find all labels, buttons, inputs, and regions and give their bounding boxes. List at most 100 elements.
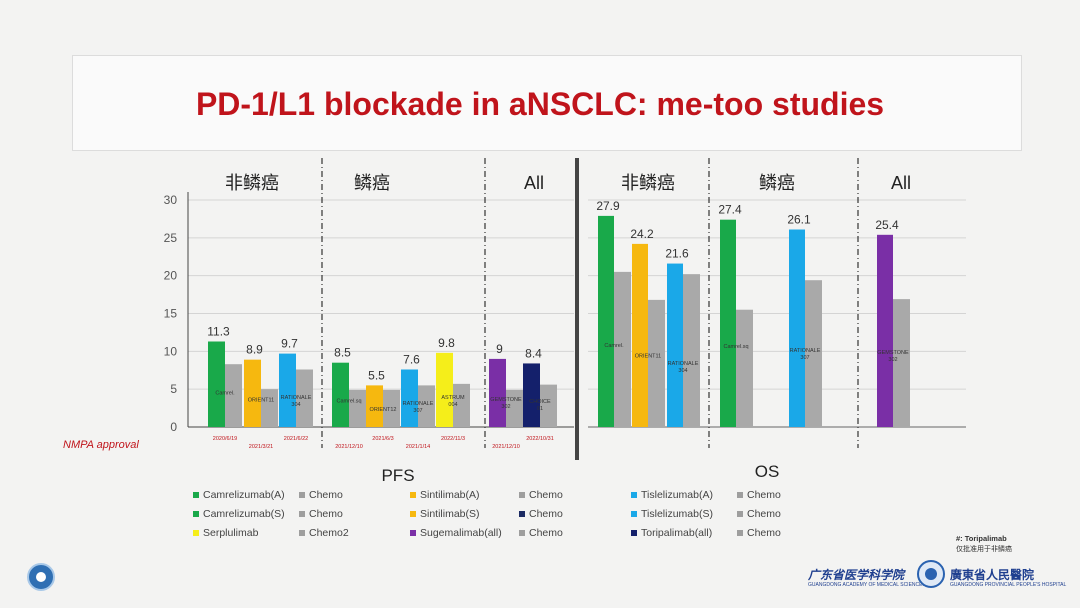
toripalimab-note-sub: 仅批准用于非鳞癌 [956, 546, 1012, 553]
bar-study-label: 307 [800, 355, 809, 361]
y-tick-label: 20 [164, 269, 178, 283]
bar-study-label: Camrel.sq [723, 344, 748, 350]
bar-study-label: RATIONALE [281, 395, 312, 401]
bar-drug [366, 385, 383, 427]
bar-chemo [418, 385, 435, 427]
legend-label: Chemo [309, 508, 343, 520]
legend-swatch [299, 492, 305, 499]
legend-swatch [519, 492, 525, 499]
group-header: 鳞癌 [354, 173, 390, 193]
bar-study-label: CHOICE [529, 399, 551, 405]
legend-label: Chemo2 [309, 527, 349, 539]
bar-chemo [614, 271, 631, 427]
bar-study-label: 304 [678, 368, 687, 374]
legend-swatch [193, 492, 199, 499]
toripalimab-footnote: #: Toripalimab 仅批准用于非鳞癌 [956, 534, 1012, 555]
legend-label: Camrelizumab(A) [203, 489, 285, 501]
bar-chemo [683, 274, 700, 427]
legend-item: Chemo [299, 508, 343, 520]
hospital-english-name: GUANGDONG PROVINCIAL PEOPLE'S HOSPITAL [950, 582, 1067, 588]
legend-label: Chemo [309, 489, 343, 501]
legend-label: Chemo [747, 527, 781, 539]
group-header: 鳞癌 [759, 173, 795, 193]
bar-approval-date: 2022/10/31 [526, 436, 554, 442]
bar-drug [667, 263, 683, 427]
nmpa-approval-label: NMPA approval [63, 439, 139, 451]
bar-chemo [349, 389, 366, 427]
legend-label: Sintilimab(A) [420, 489, 480, 501]
legend-swatch [299, 511, 305, 518]
legend-label: Chemo [529, 489, 563, 501]
legend-item: Sugemalimab(all) [410, 527, 502, 539]
legend-swatch [631, 530, 637, 537]
toripalimab-note: #: Toripalimab [956, 534, 1007, 543]
bar-drug [401, 369, 418, 427]
hospital-name: 廣東省人民醫院 [950, 568, 1035, 582]
bar-drug [789, 229, 805, 427]
bar-approval-date: 2021/6/22 [284, 436, 308, 442]
legend-swatch [193, 530, 199, 537]
bar-value-label: 5.5 [368, 368, 385, 382]
bar-study-label: GEMSTONE [490, 397, 522, 403]
bar-approval-date: 2022/11/3 [441, 436, 465, 442]
legend-swatch [410, 530, 416, 537]
bar-drug [632, 243, 648, 427]
bar-value-label: 26.1 [787, 213, 811, 227]
bar-study-label: ORIENT12 [370, 407, 397, 413]
bar-value-label: 9 [496, 342, 503, 356]
legend-item: Sintilimab(A) [410, 489, 480, 501]
bar-drug [720, 219, 736, 427]
legend-swatch [410, 492, 416, 499]
legend-swatch [737, 530, 743, 537]
bar-drug [877, 234, 893, 427]
bar-study-label: 004 [448, 402, 457, 408]
os-panel-title: OS [755, 462, 780, 481]
legend-swatch [737, 511, 743, 518]
bar-study-label: ORIENT11 [635, 353, 662, 359]
legend-swatch [631, 492, 637, 499]
legend-label: Sintilimab(S) [420, 508, 480, 520]
bar-chemo [736, 309, 753, 427]
bar-value-label: 21.6 [665, 247, 689, 261]
legend-item: Toripalimab(all) [631, 527, 712, 539]
legend-label: Chemo [747, 489, 781, 501]
bar-value-label: 8.4 [525, 346, 542, 360]
bar-value-label: 24.2 [630, 227, 654, 241]
hospital-seal-icon [917, 560, 945, 588]
legend-swatch [410, 511, 416, 518]
legend-swatch [519, 511, 525, 518]
bar-value-label: 11.3 [207, 324, 230, 338]
bar-chemo [506, 389, 523, 427]
hospital-emblem-icon [27, 563, 55, 591]
bar-drug [489, 358, 506, 427]
bar-chemo [453, 383, 470, 427]
legend-item: Chemo [737, 527, 781, 539]
legend-item: Serplulimab [193, 527, 258, 539]
bar-chemo [296, 369, 313, 427]
bar-chemo [225, 364, 242, 427]
bar-study-label: RATIONALE [790, 348, 821, 354]
legend-swatch [519, 530, 525, 537]
legend-item: Chemo2 [299, 527, 349, 539]
academy-name: 广东省医学科学院 [808, 568, 905, 582]
bar-approval-date: 2021/12/10 [335, 444, 363, 450]
slide-title: PD-1/L1 blockade in aNSCLC: me-too studi… [195, 86, 885, 122]
y-tick-label: 5 [170, 382, 177, 396]
bar-study-label: Camrel. [215, 391, 235, 397]
legend-item: Tislelizumab(A) [631, 489, 713, 501]
legend-item: Chemo [519, 489, 563, 501]
academy-english-name: GUANGDONG ACADEMY OF MEDICAL SCIENCES [808, 582, 926, 588]
y-tick-label: 15 [164, 307, 178, 321]
bar-approval-date: 2021/12/10 [492, 444, 520, 450]
group-header: 非鳞癌 [225, 173, 279, 193]
bar-drug [523, 363, 540, 427]
legend-label: Camrelizumab(S) [203, 508, 285, 520]
y-tick-label: 0 [170, 420, 177, 434]
legend-swatch [737, 492, 743, 499]
bar-value-label: 9.8 [438, 336, 455, 350]
bar-value-label: 27.9 [596, 199, 620, 213]
legend-item: Chemo [519, 508, 563, 520]
bar-study-label: ORIENT11 [248, 397, 275, 403]
legend-label: Tislelizumab(S) [641, 508, 713, 520]
legend-item: Sintilimab(S) [410, 508, 480, 520]
